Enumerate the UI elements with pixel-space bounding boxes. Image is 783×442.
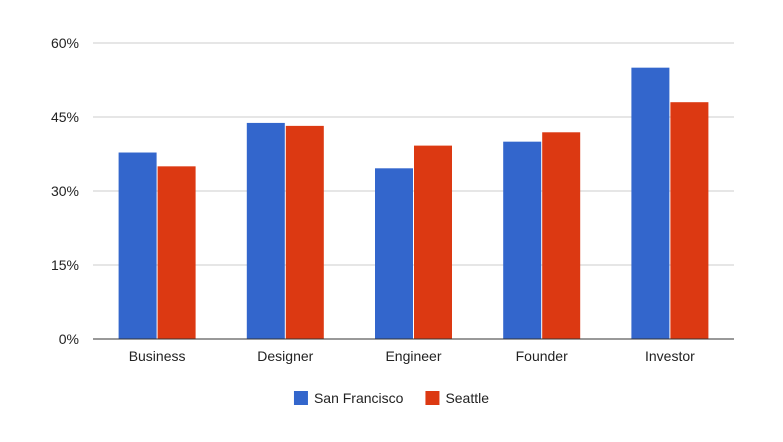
bar-seattle-business: [157, 166, 196, 339]
gridlines: [93, 42, 734, 266]
x-axis-tick-labels: Business Designer Engineer Founder Investor: [129, 348, 695, 364]
y-tick-label: 30%: [51, 183, 79, 199]
legend-swatch-san-francisco: [293, 391, 308, 405]
x-tick-label: Designer: [257, 348, 313, 364]
bars: [118, 67, 709, 340]
bar-san-francisco-founder: [503, 141, 542, 339]
legend-label-seattle: Seattle: [445, 390, 489, 406]
y-tick-label: 60%: [51, 35, 79, 51]
bar-seattle-engineer: [414, 145, 452, 339]
legend-swatch-seattle: [425, 391, 440, 405]
bar-san-francisco-business: [118, 152, 157, 339]
bar-san-francisco-investor: [631, 67, 670, 340]
bar-seattle-investor: [670, 102, 709, 339]
bar-seattle-designer: [285, 125, 324, 339]
y-tick-label: 0%: [59, 331, 79, 347]
y-axis-tick-labels: 0% 15% 30% 45% 60%: [51, 35, 79, 347]
legend: San Francisco Seattle: [293, 390, 489, 406]
x-tick-label: Investor: [645, 348, 695, 364]
x-tick-label: Business: [129, 348, 186, 364]
y-tick-label: 15%: [51, 257, 79, 273]
legend-label-san-francisco: San Francisco: [314, 390, 404, 406]
bar-san-francisco-engineer: [375, 168, 413, 339]
x-tick-label: Founder: [516, 348, 568, 364]
y-tick-label: 45%: [51, 109, 79, 125]
bar-seattle-founder: [542, 132, 581, 339]
bar-san-francisco-designer: [246, 122, 285, 339]
x-tick-label: Engineer: [385, 348, 441, 364]
